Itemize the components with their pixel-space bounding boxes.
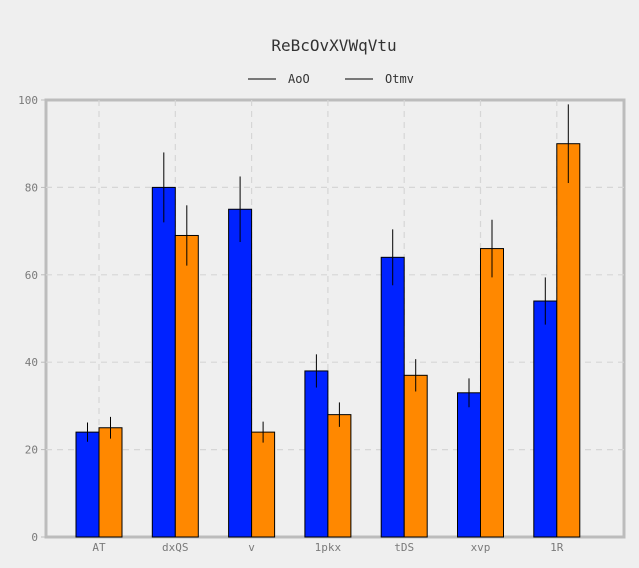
bar-AoO: [381, 257, 404, 537]
y-tick-label: 100: [18, 94, 38, 107]
bar-Otmv: [252, 432, 275, 537]
x-tick-label: dxQS: [162, 541, 189, 554]
chart-title: ReBcOvXVWqVtu: [271, 36, 396, 55]
bar-Otmv: [328, 415, 351, 537]
y-tick-label: 80: [25, 181, 38, 194]
legend-label-Otmv: Otmv: [385, 72, 414, 86]
legend-label-AoO: AoO: [288, 72, 310, 86]
y-tick-label: 20: [25, 444, 38, 457]
bar-Otmv: [557, 144, 580, 537]
y-axis: 0 20 40 60 80 100: [18, 94, 46, 544]
legend: AoO Otmv: [248, 72, 414, 86]
bar-AoO: [229, 209, 252, 537]
bar-AoO: [305, 371, 328, 537]
y-tick-label: 60: [25, 269, 38, 282]
x-tick-label: v: [248, 541, 255, 554]
bar-Otmv: [481, 249, 504, 537]
bar-Otmv: [99, 428, 122, 537]
y-tick-label: 40: [25, 356, 38, 369]
x-axis: AT dxQS v 1pkx tDS xvp 1R: [92, 541, 563, 554]
y-tick-label: 0: [31, 531, 38, 544]
x-tick-label: 1R: [550, 541, 564, 554]
x-tick-label: tDS: [394, 541, 414, 554]
x-tick-label: xvp: [471, 541, 491, 554]
bar-Otmv: [404, 375, 427, 537]
x-tick-label: 1pkx: [315, 541, 342, 554]
x-tick-label: AT: [92, 541, 106, 554]
bar-AoO: [76, 432, 99, 537]
bar-Otmv: [175, 235, 198, 537]
bar-AoO: [534, 301, 557, 537]
bar-AoO: [458, 393, 481, 537]
bar-AoO: [152, 187, 175, 537]
